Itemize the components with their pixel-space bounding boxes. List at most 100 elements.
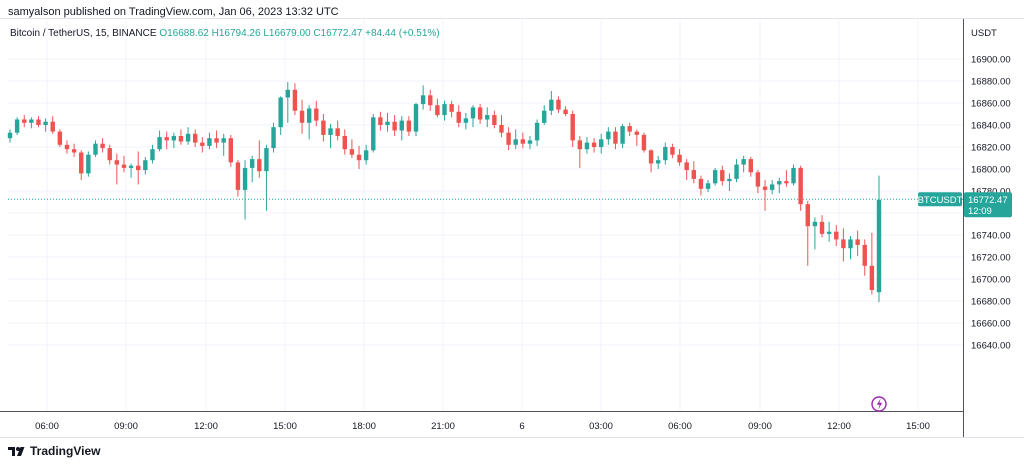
- candle-body: [463, 118, 469, 123]
- candle: [463, 112, 469, 130]
- candle-body: [584, 142, 590, 150]
- candle: [777, 177, 782, 194]
- candle: [86, 151, 91, 177]
- candle: [192, 129, 198, 147]
- candle-body: [121, 164, 127, 168]
- time-tick-label: 09:00: [114, 421, 138, 432]
- tradingview-logo[interactable]: TradingView: [8, 444, 100, 458]
- candle: [150, 144, 155, 164]
- candle-body: [178, 136, 184, 142]
- legend-close: C16772.47: [313, 28, 363, 39]
- price-tick-label: 16880.00: [971, 77, 1011, 88]
- candle: [655, 155, 661, 169]
- candle: [228, 134, 234, 167]
- candle: [7, 129, 13, 143]
- candle-body: [698, 178, 704, 189]
- candle-body: [143, 160, 148, 171]
- time-tick-label: 12:00: [827, 421, 851, 432]
- tradingview-logo-icon: [8, 447, 25, 456]
- candle: [349, 139, 355, 158]
- candle: [741, 155, 746, 173]
- candle-body: [449, 104, 454, 112]
- candle-body: [606, 131, 611, 140]
- candle-body: [869, 265, 875, 290]
- time-tick-label: 06:00: [35, 421, 59, 432]
- candle-body: [613, 131, 618, 144]
- candle-body: [684, 162, 689, 171]
- candle-body: [549, 99, 554, 111]
- symbol-tag-box: [918, 192, 962, 207]
- candle: [634, 129, 640, 146]
- candle: [755, 170, 761, 194]
- candle: [620, 123, 625, 149]
- candle-body: [164, 137, 169, 141]
- candle-body: [712, 170, 718, 184]
- price-axis[interactable]: USDT 16900.00 16880.00 16860.00 16840.00 1682…: [971, 28, 1011, 352]
- candle-body: [264, 148, 269, 172]
- candlestick-series[interactable]: [7, 82, 882, 303]
- candle-body: [784, 181, 789, 184]
- candle-body: [392, 121, 397, 131]
- candle-body: [399, 120, 404, 131]
- candle: [14, 117, 20, 135]
- candle-body: [570, 114, 575, 141]
- candle: [100, 138, 105, 153]
- candle-body: [470, 107, 476, 119]
- candle: [22, 115, 27, 128]
- price-tick-label: 16800.00: [971, 165, 1011, 176]
- candle-body: [670, 147, 675, 155]
- candle: [306, 105, 312, 140]
- candle-body: [342, 136, 347, 150]
- candle: [107, 144, 112, 165]
- candle-body: [185, 133, 191, 142]
- legend-high: H16794.26: [211, 28, 261, 39]
- price-axis-currency: USDT: [971, 28, 997, 39]
- candle: [698, 175, 704, 196]
- candle: [264, 144, 269, 211]
- candle: [356, 145, 362, 169]
- candle-body: [798, 167, 803, 205]
- price-tick-label: 16900.00: [971, 55, 1011, 66]
- time-tick-label: 21:00: [431, 421, 455, 432]
- candle: [71, 143, 77, 157]
- candle: [321, 114, 326, 142]
- candle: [712, 167, 718, 186]
- candle: [278, 96, 283, 135]
- candle-body: [292, 89, 298, 111]
- symbol-tag: BTCUSDT: [918, 195, 963, 206]
- event-icon[interactable]: [871, 396, 887, 412]
- candle: [378, 111, 383, 131]
- candle: [442, 100, 447, 121]
- legend-symbol[interactable]: Bitcoin / TetherUS, 15, BINANCE: [10, 28, 157, 39]
- candle: [876, 175, 882, 303]
- candle: [834, 225, 839, 246]
- candle-body: [86, 154, 91, 174]
- candle: [670, 143, 675, 158]
- candle: [542, 105, 547, 125]
- candle-body: [57, 131, 63, 145]
- candle: [527, 136, 533, 150]
- candle-body: [435, 105, 440, 116]
- candle-body: [14, 119, 20, 133]
- candle: [470, 105, 476, 128]
- chart-legend[interactable]: Bitcoin / TetherUS, 15, BINANCE O16688.6…: [10, 28, 440, 39]
- candle: [285, 82, 291, 123]
- candle-body: [591, 142, 597, 147]
- candle-body: [598, 139, 604, 147]
- candle: [848, 236, 853, 260]
- candle: [826, 221, 832, 242]
- candle: [114, 153, 120, 185]
- candle: [64, 140, 70, 154]
- candle-body: [634, 131, 640, 135]
- candle-body: [150, 149, 155, 161]
- last-price-value: 16772.47: [968, 195, 1008, 206]
- candle: [791, 164, 796, 186]
- candle: [841, 228, 846, 262]
- candle: [242, 160, 248, 220]
- candle: [798, 165, 803, 211]
- candle-body: [221, 138, 226, 143]
- candle: [399, 116, 404, 141]
- candle: [371, 114, 376, 153]
- time-axis[interactable]: 06:00 09:00 12:00 15:00 18:00 21:00 6 03:00 06:0…: [35, 421, 930, 432]
